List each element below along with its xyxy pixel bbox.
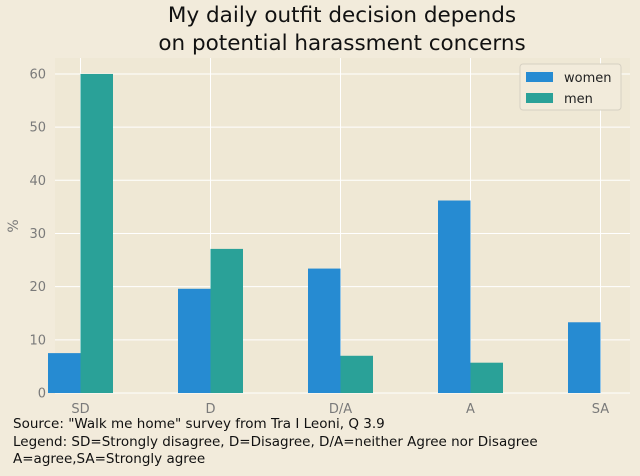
y-axis-ticks: 0 10 20 30 40 50 60	[29, 67, 46, 401]
bar-women-A	[438, 200, 471, 393]
legend-label-men: men	[564, 92, 593, 107]
x-tick-label: A	[466, 402, 475, 417]
x-tick-label: SD	[71, 402, 89, 417]
bar-men-A	[470, 362, 503, 393]
x-axis-ticks: SD D D/A A SA	[71, 402, 609, 417]
bar-women-SA	[568, 322, 601, 393]
bar-men-D	[210, 248, 243, 393]
caption: Source: "Walk me home" survey from Tra I…	[13, 416, 538, 469]
y-tick-label: 10	[29, 333, 46, 348]
plot-area	[55, 58, 630, 393]
caption-legend-line-2: A=agree,SA=Strongly agree	[13, 451, 206, 467]
legend-swatch-women	[526, 72, 553, 82]
x-tick-label: D	[205, 402, 215, 417]
legend-label-women: women	[564, 71, 612, 86]
chart-title-line-1: My daily outfit decision depends	[168, 3, 516, 28]
bars	[48, 73, 601, 393]
bar-women-SD	[48, 353, 81, 393]
bar-women-DA	[308, 268, 341, 393]
y-tick-label: 20	[29, 280, 46, 295]
chart-title-line-2: on potential harassment concerns	[158, 31, 525, 56]
bar-men-SD	[80, 73, 113, 393]
y-tick-label: 40	[29, 174, 46, 189]
y-tick-label: 0	[38, 387, 46, 402]
caption-legend-line-1: Legend: SD=Strongly disagree, D=Disagree…	[13, 433, 538, 450]
caption-source: Source: "Walk me home" survey from Tra I…	[13, 416, 385, 432]
bar-men-DA	[340, 355, 373, 393]
legend-swatch-men	[526, 93, 553, 103]
y-axis-label: %	[6, 219, 22, 232]
y-tick-label: 60	[29, 67, 46, 82]
legend: women men	[519, 63, 622, 111]
bar-women-D	[178, 288, 211, 393]
x-tick-label: D/A	[329, 402, 352, 417]
y-tick-label: 50	[29, 121, 46, 136]
y-tick-label: 30	[29, 227, 46, 242]
x-tick-label: SA	[592, 402, 609, 417]
